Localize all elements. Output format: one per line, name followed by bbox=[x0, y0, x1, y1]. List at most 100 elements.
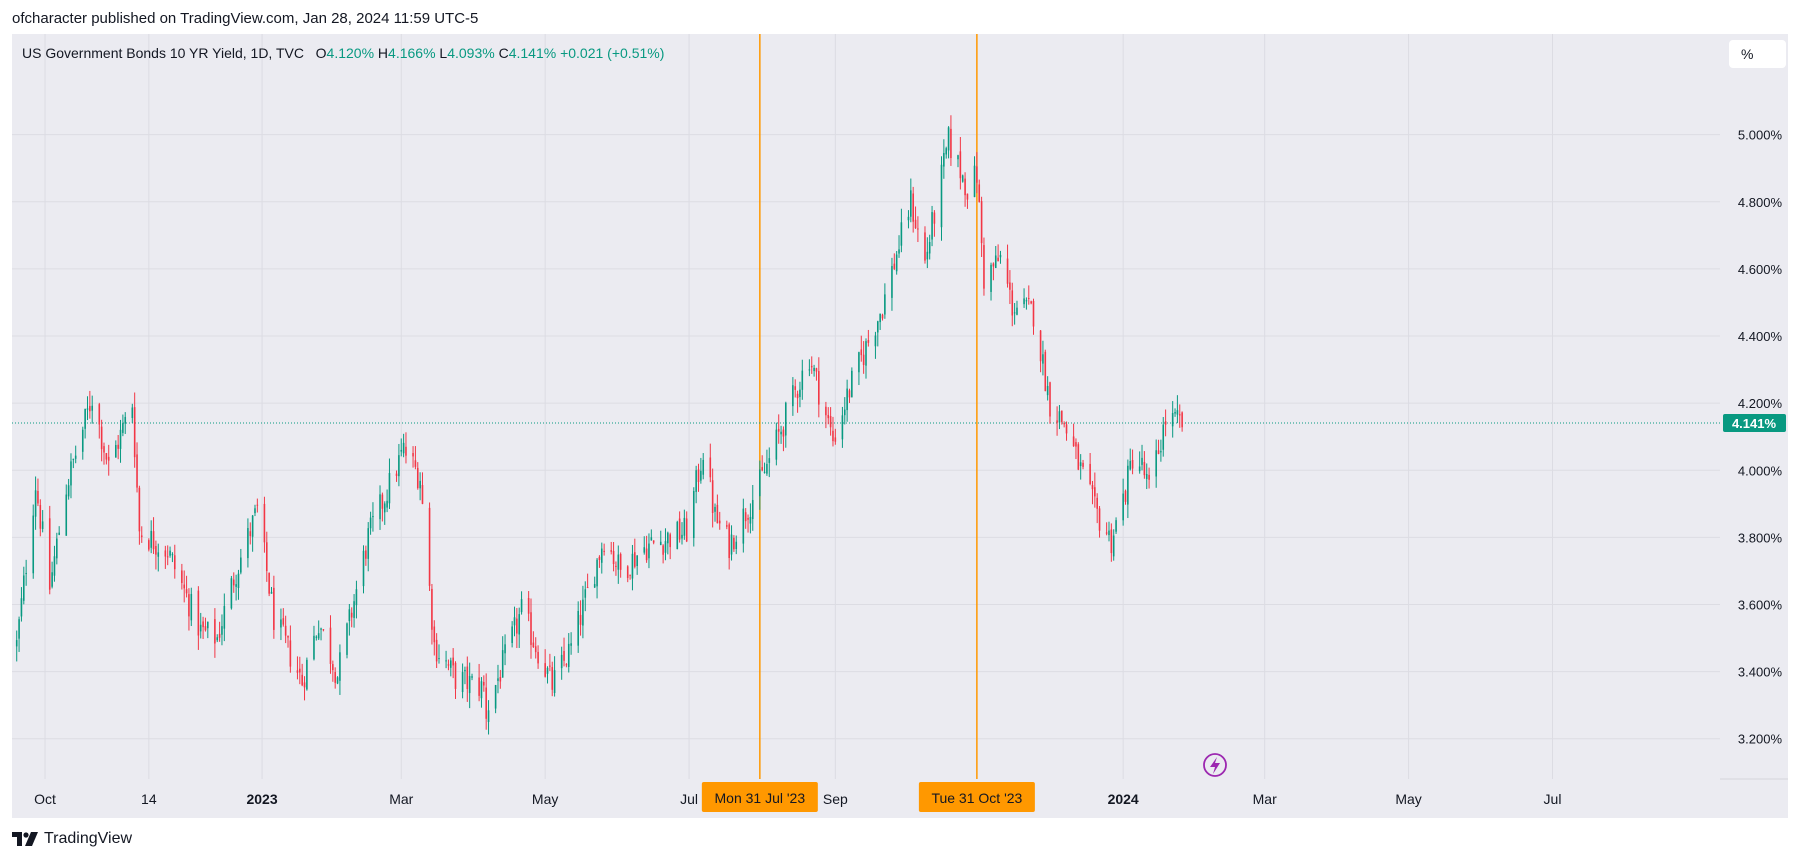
candle bbox=[478, 663, 480, 702]
candle bbox=[664, 528, 667, 561]
candle bbox=[22, 566, 25, 605]
candle bbox=[1143, 451, 1146, 479]
candle bbox=[685, 511, 688, 543]
candle bbox=[223, 593, 226, 642]
candle bbox=[131, 403, 134, 423]
candle bbox=[669, 532, 671, 560]
candle bbox=[560, 646, 563, 680]
candle bbox=[516, 608, 518, 648]
candle bbox=[643, 536, 646, 555]
candle bbox=[369, 511, 372, 535]
candle bbox=[504, 634, 506, 666]
candle bbox=[1056, 406, 1058, 436]
candle bbox=[435, 633, 438, 669]
candle bbox=[763, 462, 766, 474]
candle bbox=[648, 533, 650, 569]
price-axis[interactable]: 5.000% 4.800% 4.600% 4.400% 4.200% 4.000% 3.80… bbox=[1738, 128, 1783, 747]
candle bbox=[169, 546, 171, 558]
candle bbox=[994, 245, 997, 269]
candle bbox=[513, 606, 516, 637]
last-price-badge-bg bbox=[1723, 413, 1786, 432]
candle bbox=[728, 522, 730, 570]
candle bbox=[372, 502, 374, 532]
candle bbox=[287, 635, 289, 648]
candle bbox=[931, 205, 933, 247]
lightning-icon[interactable] bbox=[1203, 753, 1227, 777]
candle bbox=[777, 414, 780, 444]
candle bbox=[662, 544, 664, 564]
candle bbox=[619, 552, 622, 578]
candle bbox=[166, 545, 169, 566]
candle bbox=[37, 478, 39, 507]
candle bbox=[202, 616, 204, 640]
candle bbox=[1145, 463, 1148, 490]
candle bbox=[339, 644, 341, 695]
candle bbox=[598, 555, 601, 568]
candle bbox=[98, 402, 101, 439]
candle bbox=[549, 653, 551, 672]
candle bbox=[1016, 300, 1018, 316]
legend-high-label: H bbox=[377, 45, 389, 61]
candle bbox=[841, 406, 844, 448]
candle bbox=[320, 627, 322, 641]
candle bbox=[414, 446, 417, 470]
y-tick-label: 4.800% bbox=[1738, 195, 1783, 210]
candle bbox=[15, 630, 18, 662]
candle bbox=[973, 156, 976, 198]
date-marker-labels: Mon 31 Jul '23 Tue 31 Oct '23 bbox=[701, 782, 1035, 812]
candle bbox=[445, 650, 447, 669]
candle bbox=[593, 576, 596, 589]
candle bbox=[829, 407, 832, 436]
candle bbox=[518, 607, 521, 648]
x-tick-label: 14 bbox=[141, 791, 157, 807]
time-axis[interactable]: Oct 14 2023 Mar May Jul Sep 2024 Mar May Jul bbox=[34, 791, 1561, 807]
candle bbox=[784, 401, 787, 448]
candle bbox=[907, 210, 910, 229]
publish-header: ofcharacter published on TradingView.com… bbox=[0, 0, 1804, 34]
candle bbox=[961, 174, 964, 183]
candle bbox=[485, 673, 487, 730]
candle bbox=[235, 574, 237, 601]
tradingview-brand[interactable]: TradingView bbox=[12, 830, 132, 848]
candle bbox=[645, 535, 648, 563]
candle bbox=[808, 359, 811, 377]
candle bbox=[329, 615, 332, 674]
candle bbox=[39, 499, 42, 537]
candle bbox=[67, 478, 70, 500]
candle bbox=[265, 531, 268, 582]
candle bbox=[813, 364, 815, 377]
candle bbox=[827, 407, 830, 425]
candle bbox=[1098, 505, 1101, 538]
footer bbox=[0, 818, 1804, 861]
symbol-legend[interactable]: US Government Bonds 10 YR Yield, 1D, TVC… bbox=[22, 45, 664, 61]
candle bbox=[1011, 282, 1014, 327]
candle bbox=[1049, 381, 1051, 424]
candle bbox=[105, 452, 108, 465]
candle bbox=[70, 453, 72, 499]
candle bbox=[471, 673, 473, 681]
candle bbox=[263, 496, 266, 553]
candle bbox=[395, 470, 398, 482]
x-tick-label: May bbox=[532, 791, 558, 807]
candle bbox=[1115, 517, 1117, 534]
legend-low-label: L bbox=[439, 45, 448, 61]
candle bbox=[1131, 449, 1134, 475]
candle bbox=[626, 565, 629, 583]
x-tick-label: Sep bbox=[823, 791, 848, 807]
candle bbox=[494, 684, 497, 714]
candle bbox=[214, 608, 216, 658]
candle bbox=[917, 216, 919, 243]
candle bbox=[41, 510, 44, 533]
candle bbox=[775, 422, 778, 466]
candle bbox=[353, 594, 355, 628]
candle bbox=[1122, 478, 1124, 526]
candle bbox=[709, 443, 712, 483]
candle bbox=[862, 341, 865, 374]
candle bbox=[577, 601, 579, 653]
candle bbox=[218, 621, 221, 642]
candle bbox=[799, 381, 801, 408]
candle bbox=[117, 435, 119, 460]
legend-low-value: 4.093% bbox=[447, 45, 495, 61]
price-scale-unit-button[interactable]: % bbox=[1729, 40, 1786, 68]
